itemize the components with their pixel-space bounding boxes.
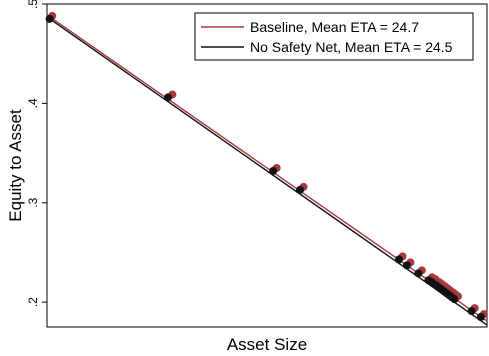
legend-label-baseline: Baseline, Mean ETA = 24.7 <box>250 19 419 35</box>
y-tick-label: .5 <box>26 0 40 9</box>
series-lines <box>46 14 488 326</box>
y-axis-ticks: .2 .3 .4 .5 <box>26 0 47 307</box>
y-tick-label: .2 <box>26 297 40 307</box>
series-1-point <box>164 93 172 102</box>
series-points <box>45 11 488 322</box>
y-axis-title: Equity to Asset <box>6 109 25 222</box>
series-1-point <box>395 255 403 264</box>
series-1-point <box>402 261 411 270</box>
x-axis-title: Asset Size <box>227 335 307 354</box>
series-line-1 <box>46 16 488 326</box>
legend: Baseline, Mean ETA = 24.7 No Safety Net,… <box>194 12 474 61</box>
series-1-point <box>45 14 54 23</box>
series-line-0 <box>46 14 488 322</box>
series-1-point <box>414 269 423 278</box>
series-1-point <box>467 307 476 316</box>
series-1-point <box>450 295 459 304</box>
legend-box <box>194 12 474 61</box>
legend-label-no-safety-net: No Safety Net, Mean ETA = 24.5 <box>250 39 453 55</box>
plot-area-frame <box>46 3 488 328</box>
series-1-point <box>296 185 304 194</box>
y-tick-label: .4 <box>26 98 40 108</box>
series-1-point <box>269 166 278 175</box>
y-tick-label: .3 <box>26 197 40 207</box>
series-1-point <box>476 313 485 322</box>
